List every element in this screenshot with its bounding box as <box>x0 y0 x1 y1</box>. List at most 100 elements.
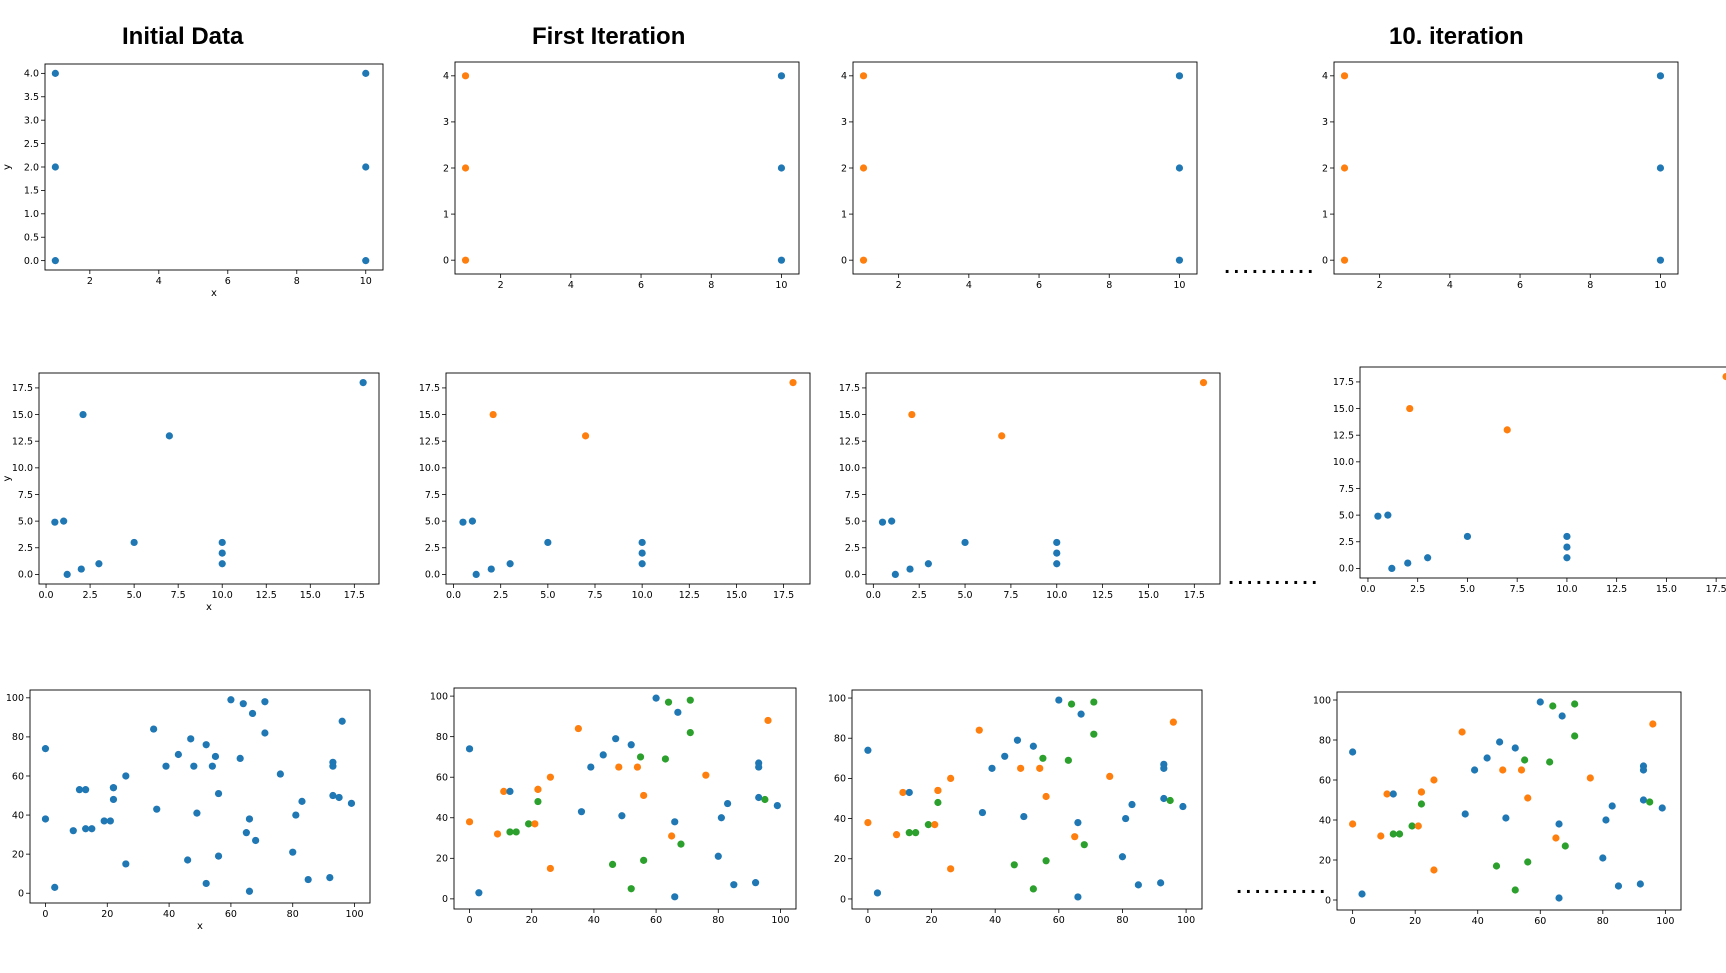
data-point <box>512 828 520 836</box>
y-tick-label: 0 <box>841 255 847 266</box>
data-point <box>1524 794 1532 802</box>
data-point <box>1461 810 1469 818</box>
ellipsis-row-1: .......... <box>1222 258 1315 278</box>
data-point <box>961 538 969 547</box>
y-tick-label: 7.5 <box>845 490 860 501</box>
chart-first-iteration-scatter: 0.0 2.5 5.0 7.5 10.0 12.5 15.0 17.5 0.0 2.5 5.0 7.5… <box>419 372 811 601</box>
data-point <box>1128 800 1136 809</box>
y-tick-label: 4 <box>1322 71 1328 82</box>
x-tick-label: 0.0 <box>38 590 53 601</box>
data-point <box>1077 710 1085 718</box>
data-point <box>214 852 223 860</box>
data-point <box>1175 256 1184 264</box>
y-tick-label: 15.0 <box>1333 404 1354 415</box>
data-point <box>627 741 635 749</box>
data-point <box>362 69 370 77</box>
data-point <box>934 786 942 795</box>
data-point <box>534 785 542 793</box>
y-tick-label: 5.0 <box>1339 510 1354 521</box>
y-tick-label: 60 <box>436 773 448 784</box>
data-point <box>899 788 907 797</box>
data-point <box>242 829 250 837</box>
data-point <box>1029 885 1037 893</box>
y-tick-label: 15.0 <box>839 410 860 421</box>
data-point <box>638 549 646 557</box>
data-point <box>544 538 552 547</box>
data-point <box>618 812 626 820</box>
data-point <box>773 801 781 810</box>
y-tick-label: 5.0 <box>18 516 33 527</box>
data-point <box>714 852 722 860</box>
y-tick-label: 17.5 <box>839 383 860 394</box>
x-tick-label: 6 <box>1517 280 1523 291</box>
data-point <box>487 565 495 573</box>
x-tick-label: 100 <box>1656 916 1674 927</box>
data-point <box>41 745 50 753</box>
y-tick-label: 4 <box>443 71 449 82</box>
data-point <box>587 763 595 771</box>
data-point <box>638 560 646 568</box>
y-tick-label: 12.5 <box>1333 431 1354 442</box>
data-point <box>329 791 337 800</box>
x-tick-label: 15.0 <box>1138 590 1159 601</box>
data-point <box>1406 404 1414 413</box>
data-point <box>245 815 254 823</box>
x-tick-label: 20 <box>1409 916 1421 927</box>
data-point <box>1408 822 1416 830</box>
data-point <box>686 696 694 704</box>
y-tick-label: 100 <box>1313 695 1331 706</box>
y-tick-label: 0.0 <box>425 570 440 581</box>
x-tick-label: 6 <box>1036 280 1042 291</box>
y-tick-label: 5.0 <box>425 516 440 527</box>
x-tick-label: 12.5 <box>256 590 277 601</box>
data-point <box>88 825 96 833</box>
x-tick-label: 8 <box>708 280 714 291</box>
data-point <box>211 752 220 761</box>
data-point <box>1417 788 1426 796</box>
y-tick-label: 2 <box>1322 163 1328 174</box>
y-tick-label: 60 <box>1319 775 1331 786</box>
y-tick-label: 100 <box>430 691 448 702</box>
data-point <box>1042 792 1050 801</box>
data-point <box>329 762 337 770</box>
chart-tenth-iteration-random: 0 20 40 60 80 100 0 20 40 60 80 100 <box>1313 691 1682 927</box>
data-point <box>574 724 582 733</box>
y-tick-label: 2.5 <box>425 543 440 554</box>
data-point <box>193 809 201 817</box>
data-point <box>1389 830 1397 838</box>
data-point <box>202 741 210 749</box>
chart-initial-square: 2 4 6 8 10 0.0 0.5 1.0 1.5 2.0 2.5 3.0 3.5 4.0 x y <box>2 63 384 299</box>
data-point <box>292 811 300 819</box>
data-point <box>162 762 170 770</box>
x-tick-label: 17.5 <box>344 590 365 601</box>
data-point <box>1017 764 1025 772</box>
data-point <box>1160 764 1168 772</box>
data-point <box>931 821 939 829</box>
data-point <box>908 410 916 419</box>
chart-first-iteration-square: 2 4 6 8 10 0 1 2 3 4 <box>443 61 800 291</box>
y-tick-label: 10.0 <box>839 463 860 474</box>
data-point <box>636 753 645 761</box>
x-axis-label: x <box>211 288 217 299</box>
data-point <box>1029 742 1037 750</box>
y-tick-label: 20 <box>436 854 448 865</box>
data-point <box>1546 758 1554 766</box>
x-tick-label: 40 <box>163 909 175 920</box>
data-point <box>717 814 725 822</box>
data-point <box>1492 862 1501 870</box>
data-point <box>109 795 118 804</box>
data-point <box>864 819 872 827</box>
data-point <box>686 729 694 737</box>
data-point <box>276 770 284 778</box>
data-point <box>1080 841 1088 849</box>
y-tick-label: 0.0 <box>845 570 860 581</box>
data-point <box>755 793 763 802</box>
data-point <box>859 256 868 264</box>
data-point <box>864 746 872 754</box>
data-point <box>674 708 682 716</box>
data-point <box>236 754 244 762</box>
data-point <box>531 820 539 828</box>
y-tick-label: 2.5 <box>1339 537 1354 548</box>
x-tick-label: 4 <box>966 280 972 291</box>
chart-tenth-iteration-square: 2 4 6 8 10 0 1 2 3 4 <box>1322 61 1679 291</box>
